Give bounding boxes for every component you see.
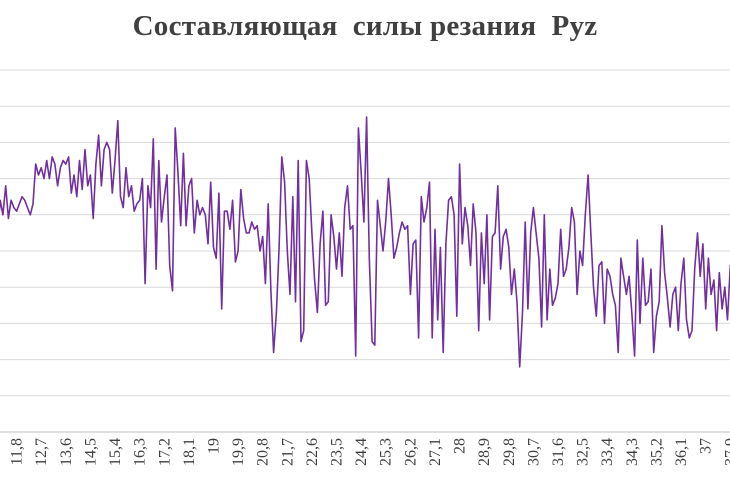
x-tick-label: 25,3: [378, 438, 395, 466]
x-tick-label: 27,1: [427, 438, 444, 466]
x-tick-label: 19: [206, 438, 223, 454]
x-tick-label: 33,4: [599, 438, 616, 466]
x-tick-label: 11,8: [9, 438, 26, 465]
chart-title: Составляющая силы резания Pyz: [132, 10, 598, 42]
x-tick-label: 15,4: [107, 438, 124, 466]
x-tick-label: 19,9: [230, 438, 247, 466]
x-tick-label: 13,6: [58, 438, 75, 466]
x-tick-label: 14,5: [82, 438, 99, 466]
x-tick-label: 37: [698, 438, 715, 454]
x-tick-label: 28: [452, 438, 469, 454]
series-line-pyz: [0, 116, 730, 368]
x-tick-label: 21,7: [279, 438, 296, 466]
x-tick-label: 37,9: [722, 438, 730, 466]
x-tick-label: 23,5: [329, 438, 346, 466]
x-tick-label: 18,1: [181, 438, 198, 466]
x-tick-label: 36,1: [673, 438, 690, 466]
x-tick-label: 17,2: [156, 438, 173, 466]
x-tick-label: 31,6: [550, 438, 567, 466]
x-tick-label: 12,7: [33, 438, 50, 466]
x-axis-tick-labels: 10,9 11,8 12,7 13,6 14,5 15,4 16,3 17,2 18,1 19 19…: [0, 438, 730, 466]
x-tick-label: 28,9: [476, 438, 493, 466]
x-tick-label: 20,8: [255, 438, 272, 466]
x-tick-label: 22,6: [304, 438, 321, 466]
x-tick-label: 29,8: [501, 438, 518, 466]
x-tick-label: 30,7: [525, 438, 542, 466]
x-tick-label: 24,4: [353, 438, 370, 466]
x-tick-label: 10,9: [0, 438, 1, 466]
x-tick-label: 35,2: [648, 438, 665, 466]
x-tick-label: 34,3: [624, 438, 641, 466]
gridlines: [0, 69, 730, 397]
x-tick-label: 32,5: [575, 438, 592, 466]
x-tick-label: 26,2: [402, 438, 419, 466]
x-tick-label: 16,3: [132, 438, 149, 466]
